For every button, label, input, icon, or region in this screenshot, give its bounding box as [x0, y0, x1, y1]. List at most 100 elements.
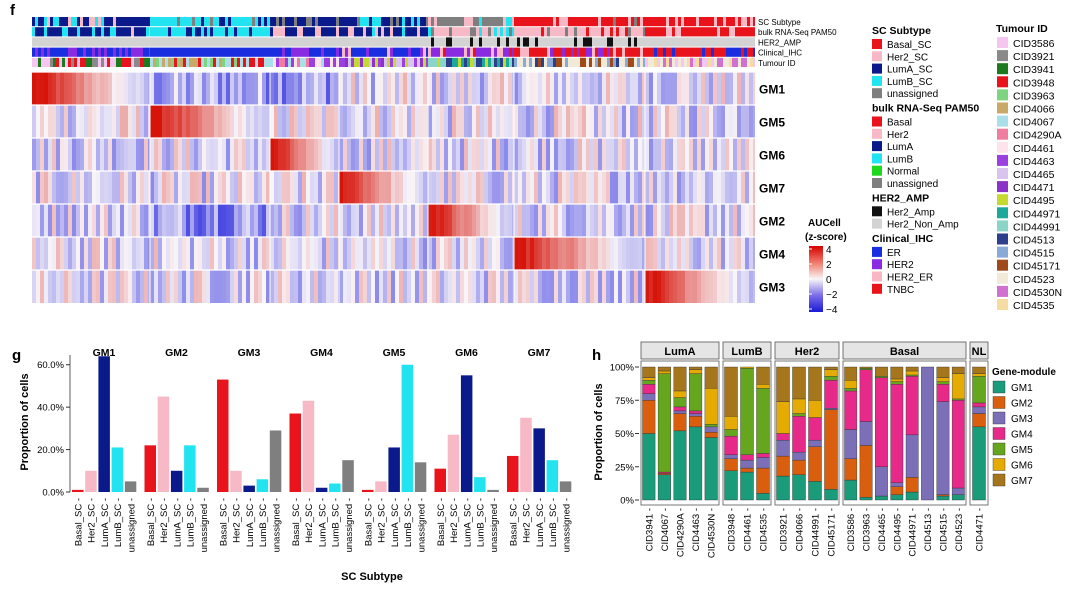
- heatmap-cell: [630, 138, 634, 171]
- annotation-cell: [363, 27, 366, 37]
- heatmap-cell: [550, 105, 554, 138]
- heatmap-cell: [387, 237, 391, 270]
- heatmap-cell: [496, 72, 500, 105]
- heatmap-cell: [282, 72, 286, 105]
- g-category-label: LumA_SC -: [317, 498, 328, 547]
- heatmap-cell: [653, 72, 657, 105]
- g-facet-title: GM5: [383, 347, 406, 359]
- heatmap-cell: [745, 270, 749, 303]
- h-tumour-label: CID4535 -: [759, 508, 770, 551]
- annotation-cell: [470, 17, 473, 27]
- annotation-cell: [684, 37, 687, 47]
- annotation-cell: [216, 17, 219, 27]
- heatmap-cell: [542, 237, 546, 270]
- heatmap-cell: [92, 171, 96, 204]
- heatmap-cell: [132, 204, 136, 237]
- heatmap-cell: [56, 105, 60, 138]
- annotation-cell: [122, 17, 125, 27]
- annotation-cell: [59, 37, 62, 47]
- annotation-cell: [180, 57, 183, 67]
- heatmap-cell: [538, 237, 542, 270]
- h-bar-segment: [642, 366, 656, 378]
- annotation-cell: [375, 37, 378, 47]
- heatmap-cell: [262, 237, 266, 270]
- annotation-cell: [113, 47, 116, 57]
- heatmap-cell: [554, 171, 558, 204]
- heatmap-cell: [717, 171, 721, 204]
- annotation-cell: [140, 37, 143, 47]
- annotation-cell: [476, 27, 479, 37]
- heatmap-cell: [387, 171, 391, 204]
- h-tick-label: 50%: [615, 429, 635, 440]
- annotation-cell: [44, 57, 47, 67]
- heatmap-cell: [214, 270, 218, 303]
- heatmap-cell: [492, 237, 496, 270]
- tumour-swatch: [997, 181, 1008, 193]
- heatmap-cell: [158, 204, 162, 237]
- annotation-cell: [738, 57, 741, 67]
- heatmap-cell: [661, 204, 665, 237]
- heatmap-cell: [238, 105, 242, 138]
- heatmap-cell: [136, 105, 140, 138]
- heatmap-cell: [653, 105, 657, 138]
- annotation-cell: [183, 27, 186, 37]
- annotation-cell: [452, 27, 455, 37]
- heatmap-cell: [270, 105, 274, 138]
- heatmap-cell: [326, 237, 330, 270]
- heatmap-cell: [626, 237, 630, 270]
- heatmap-cell: [170, 72, 174, 105]
- colorbar-tick-label: −4: [826, 305, 838, 316]
- annotation-cell: [77, 27, 80, 37]
- annotation-cell: [443, 17, 446, 27]
- heatmap-cell: [713, 138, 717, 171]
- g-category-label: unassigned -: [344, 498, 355, 552]
- annotation-cell: [625, 57, 628, 67]
- tumour-label: CID45171: [1013, 261, 1060, 273]
- heatmap-cell: [737, 105, 741, 138]
- heatmap-cell: [472, 171, 476, 204]
- heatmap-cell: [52, 270, 56, 303]
- heatmap-cell: [150, 138, 154, 171]
- annotation-cell: [654, 27, 657, 37]
- heatmap-cell: [586, 171, 590, 204]
- annotation-cell: [246, 57, 249, 67]
- heatmap-cell: [250, 72, 254, 105]
- legend-label: unassigned: [887, 89, 938, 100]
- h-bar-segment: [905, 477, 919, 493]
- annotation-cell: [428, 57, 431, 67]
- annotation-cell: [378, 57, 381, 67]
- annotation-cell: [562, 37, 565, 47]
- g-category-label: Her2_SC -: [377, 498, 388, 543]
- annotation-cell: [131, 27, 134, 37]
- heatmap-cell: [158, 72, 162, 105]
- annotation-cell: [693, 17, 696, 27]
- annotation-cell: [134, 57, 137, 67]
- annotation-cell: [249, 37, 252, 47]
- heatmap-cell: [330, 138, 334, 171]
- h-bar-segment: [724, 435, 738, 455]
- annotation-cell: [634, 27, 637, 37]
- annotation-cell: [219, 57, 222, 67]
- annotation-cell: [336, 17, 339, 27]
- annotation-cell: [249, 17, 252, 27]
- annotation-cell: [550, 47, 553, 57]
- heatmap-cell: [262, 105, 266, 138]
- annotation-cell: [92, 37, 95, 47]
- heatmap-cell: [733, 171, 737, 204]
- annotation-cell: [107, 57, 110, 67]
- annotation-cell: [553, 37, 556, 47]
- heatmap-cell: [630, 105, 634, 138]
- g-bar: [533, 428, 545, 492]
- annotation-cell: [134, 17, 137, 27]
- heatmap-cell: [363, 204, 367, 237]
- heatmap-cell: [116, 72, 120, 105]
- annotation-cell: [402, 17, 405, 27]
- heatmap-cell: [339, 72, 343, 105]
- annotation-cell: [207, 57, 210, 67]
- heatmap-cell: [124, 138, 128, 171]
- annotation-cell: [643, 17, 645, 27]
- annotation-cell: [446, 17, 449, 27]
- heatmap-cell: [630, 237, 634, 270]
- annotation-track-2: [32, 37, 755, 47]
